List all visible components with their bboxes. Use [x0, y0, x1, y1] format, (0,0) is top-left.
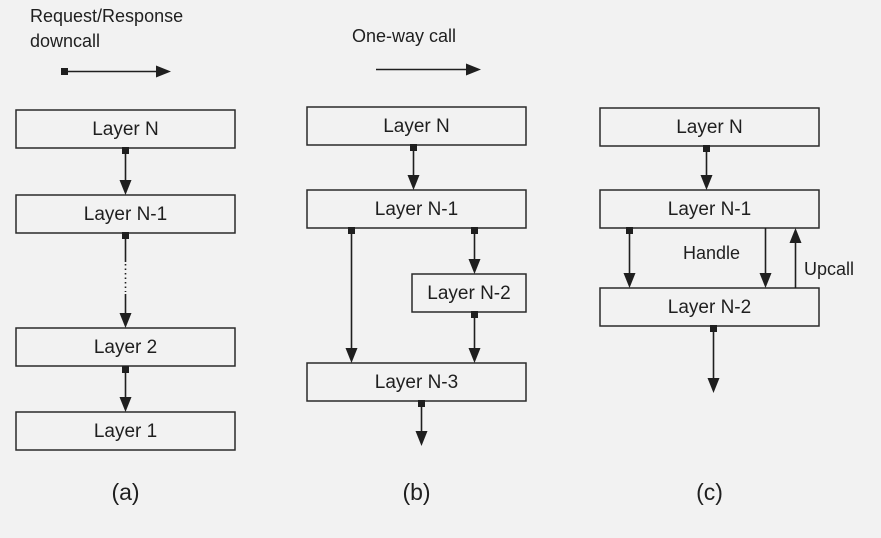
a-layer-2-box: [15, 327, 236, 367]
b-arrow-n2-to-n3: [468, 311, 481, 363]
diagram-b: Layer N Layer N-1 Layer N-2 Layer N-3: [306, 106, 527, 505]
c-arrow-n2-out: [707, 325, 720, 393]
c-arrow-n1-to-n2: [623, 227, 636, 288]
legend-one-way: One-way call: [352, 26, 456, 46]
a-layer-1-box: [15, 411, 236, 451]
b-layer-n2-box: [411, 273, 527, 313]
b-arrow-n1-to-n2: [468, 227, 481, 274]
c-arrow-n-to-n1: [700, 145, 713, 190]
diagram-c: Layer N Layer N-1 Layer N-2 Handle Upcal…: [599, 107, 854, 505]
a-arrow-n1-to-2-dotted: [119, 232, 132, 328]
caption-b: (b): [402, 479, 430, 505]
b-layer-n1-box: [306, 189, 527, 229]
b-layer-n3-label: Layer N-3: [375, 372, 458, 393]
c-upcall-arrow: [789, 228, 802, 288]
c-layer-n1-box: [599, 189, 820, 229]
a-layer-n-label: Layer N: [92, 119, 159, 140]
a-arrow-2-to-1: [119, 366, 132, 412]
legend-request-response-line1: Request/Response: [30, 6, 183, 26]
legend-request-response-arrow: [61, 65, 171, 78]
b-layer-n-box: [306, 106, 527, 146]
b-arrow-n-to-n1: [407, 144, 420, 190]
c-upcall-label: Upcall: [804, 259, 854, 279]
legend-one-way-arrow: [376, 63, 481, 76]
a-arrow-n-to-n1: [119, 147, 132, 195]
c-layer-n-label: Layer N: [676, 117, 743, 138]
caption-a: (a): [111, 479, 139, 505]
a-layer-2-label: Layer 2: [94, 337, 157, 358]
c-layer-n2-label: Layer N-2: [668, 297, 751, 318]
a-layer-n1-box: [15, 194, 236, 234]
c-layer-n1-label: Layer N-1: [668, 199, 751, 220]
b-layer-n-label: Layer N: [383, 116, 450, 137]
b-layer-n1-label: Layer N-1: [375, 199, 458, 220]
caption-c: (c): [696, 479, 723, 505]
b-layer-n3-box: [306, 362, 527, 402]
b-arrow-n3-out: [415, 400, 428, 446]
c-handle-label: Handle: [683, 243, 740, 263]
legend-request-response-line2: downcall: [30, 31, 100, 51]
a-layer-n-box: [15, 109, 236, 149]
a-layer-n1-label: Layer N-1: [84, 204, 167, 225]
diagram-a: Layer N Layer N-1 Layer 2 Layer 1 (a): [15, 109, 236, 505]
a-layer-1-label: Layer 1: [94, 421, 157, 442]
c-handle-arrow: [759, 228, 772, 288]
c-layer-n2-box: [599, 287, 820, 327]
b-layer-n2-label: Layer N-2: [427, 283, 510, 304]
b-arrow-n1-to-n3: [345, 227, 358, 363]
c-layer-n-box: [599, 107, 820, 147]
